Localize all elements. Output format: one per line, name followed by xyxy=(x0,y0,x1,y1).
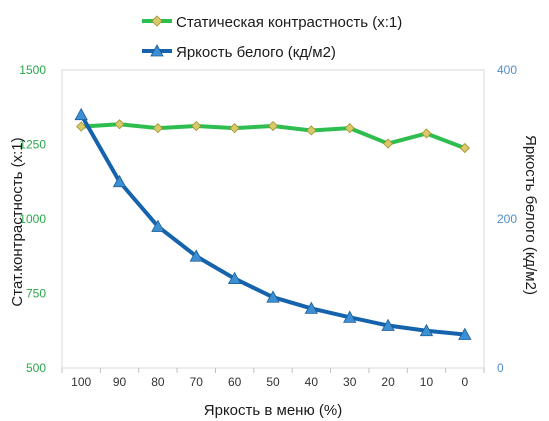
y-left-tick-label: 1500 xyxy=(19,63,46,77)
series-point-0 xyxy=(383,138,394,149)
series-point-1 xyxy=(304,301,319,314)
plot-area xyxy=(61,69,485,369)
series-point-0 xyxy=(267,120,279,132)
x-tick-label: 90 xyxy=(113,375,127,389)
series-point-0 xyxy=(306,125,317,136)
y-axis-right: 0 200 400 xyxy=(497,63,517,375)
series-point-1 xyxy=(74,107,88,121)
y-axis-right-title: Яркость белого (кд/м2) xyxy=(522,135,539,295)
y-right-tick-label: 0 xyxy=(497,361,504,375)
x-axis: 100 90 80 70 60 50 40 30 20 10 0 xyxy=(61,368,485,389)
x-tick-label: 50 xyxy=(266,375,280,389)
y-right-tick-label: 400 xyxy=(497,63,517,77)
series-point-1 xyxy=(151,219,165,232)
x-tick-label: 100 xyxy=(71,375,91,389)
legend-marker-contrast xyxy=(151,15,163,27)
series-point-1 xyxy=(343,310,357,323)
y-left-tick-label: 750 xyxy=(26,287,46,301)
y-left-tick-label: 1250 xyxy=(19,138,46,152)
series-point-1 xyxy=(227,271,242,285)
x-axis-title: Яркость в меню (%) xyxy=(204,402,342,419)
series-point-1 xyxy=(458,327,472,340)
x-tick-label: 0 xyxy=(461,375,468,389)
y-axis-left: 500 750 1000 1250 1500 xyxy=(19,63,46,375)
y-left-tick-label: 500 xyxy=(26,361,46,375)
series-point-0 xyxy=(459,143,470,154)
legend-marker-brightness xyxy=(150,44,164,57)
series-layer xyxy=(74,107,472,340)
legend-label-brightness: Яркость белого (кд/м2) xyxy=(176,44,336,61)
series-point-0 xyxy=(152,123,163,134)
series-point-1 xyxy=(381,318,395,331)
series-point-0 xyxy=(114,119,125,130)
series-point-0 xyxy=(344,123,355,134)
legend-label-contrast: Статическая контрастность (x:1) xyxy=(176,14,402,31)
series-point-0 xyxy=(229,123,240,134)
y-axis-left-title: Стат.контрастность (x:1) xyxy=(9,137,26,306)
series-point-1 xyxy=(189,249,203,262)
x-tick-label: 70 xyxy=(190,375,204,389)
series-point-1 xyxy=(419,323,434,337)
x-tick-label: 60 xyxy=(228,375,242,389)
legend: Статическая контрастность (x:1) Яркость … xyxy=(142,14,402,61)
x-tick-label: 40 xyxy=(305,375,319,389)
series-point-0 xyxy=(76,121,87,132)
y-right-tick-label: 200 xyxy=(497,212,517,226)
series-point-1 xyxy=(112,174,127,188)
series-point-1 xyxy=(266,290,280,303)
series-point-0 xyxy=(421,128,432,139)
x-tick-label: 20 xyxy=(381,375,395,389)
x-tick-label: 10 xyxy=(420,375,434,389)
x-tick-label: 30 xyxy=(343,375,357,389)
y-left-tick-label: 1000 xyxy=(19,212,46,226)
x-tick-label: 80 xyxy=(151,375,165,389)
series-point-0 xyxy=(191,120,202,132)
